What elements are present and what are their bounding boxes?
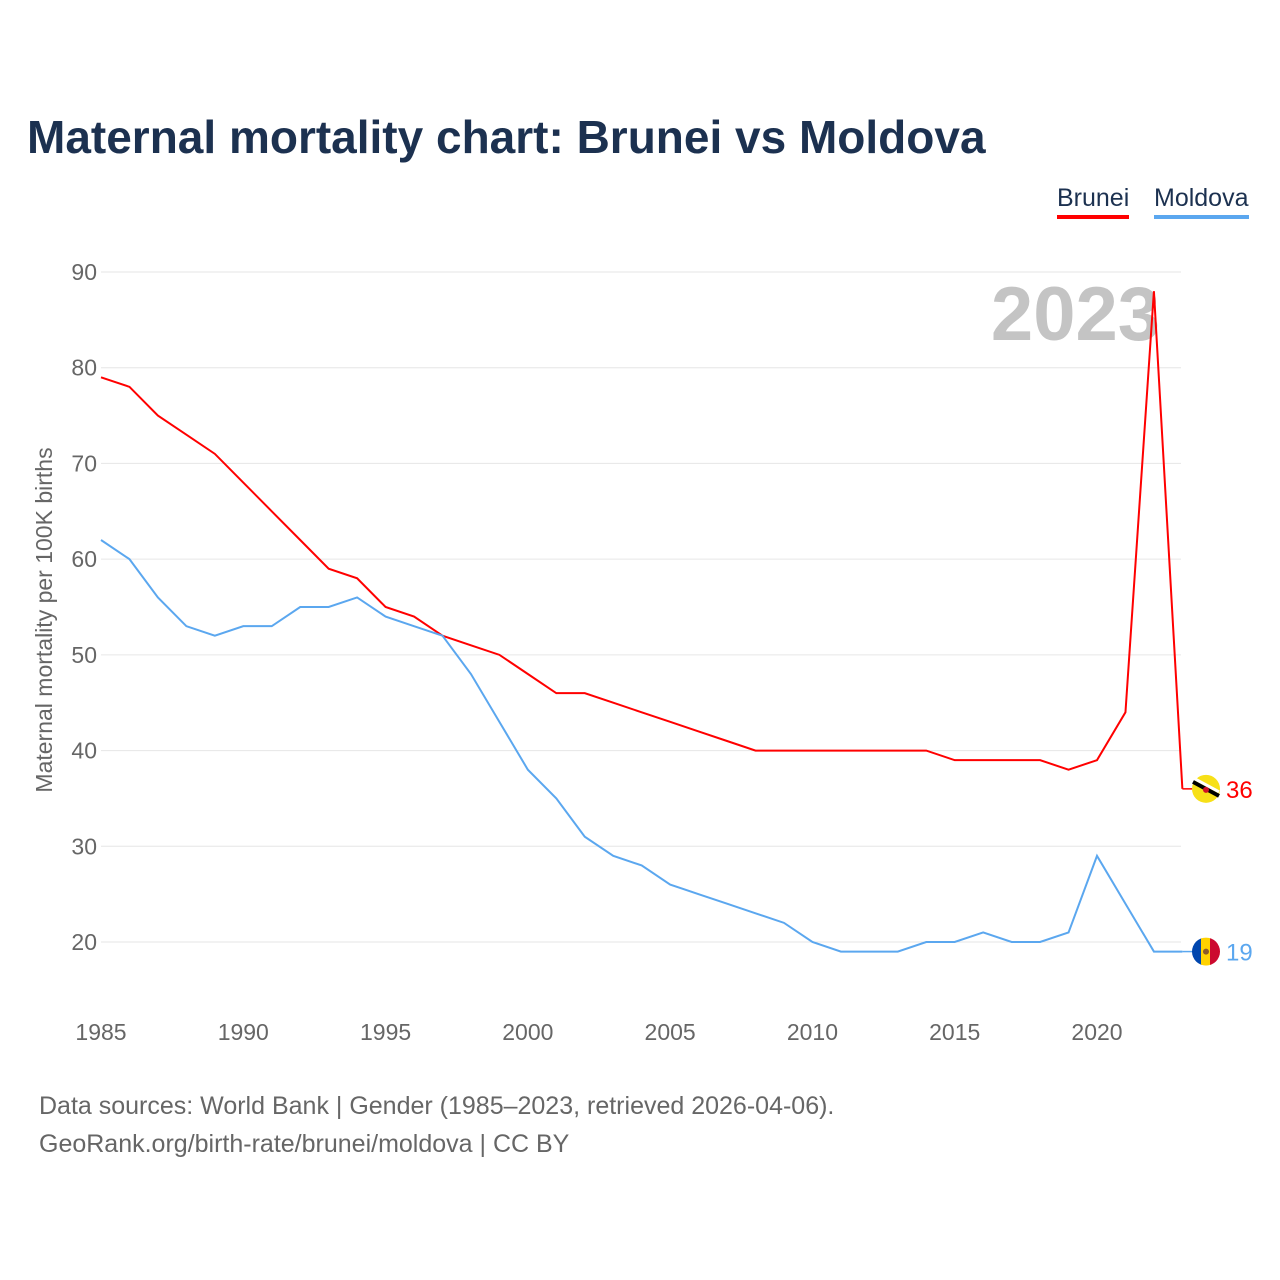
x-tick-label: 2010 xyxy=(787,1019,838,1045)
y-tick-label: 20 xyxy=(71,929,97,955)
y-tick-label: 80 xyxy=(71,355,97,381)
y-axis-label: Maternal mortality per 100K births xyxy=(31,447,57,792)
x-tick-label: 1985 xyxy=(75,1019,126,1045)
y-tick-label: 40 xyxy=(71,738,97,764)
source-note: Data sources: World Bank | Gender (1985–… xyxy=(39,1092,835,1120)
y-tick-label: 90 xyxy=(71,259,97,285)
x-tick-label: 1995 xyxy=(360,1019,411,1045)
series-line-brunei xyxy=(100,291,1184,789)
end-value-label: 19 xyxy=(1226,940,1253,967)
y-tick-label: 70 xyxy=(71,450,97,476)
x-tick-label: 1990 xyxy=(218,1019,269,1045)
y-tick-label: 60 xyxy=(71,546,97,572)
chart-title: Maternal mortality chart: Brunei vs Mold… xyxy=(27,111,986,163)
footer: Data sources: World Bank | Gender (1985–… xyxy=(39,1087,834,1163)
end-value-label: 36 xyxy=(1226,777,1253,804)
brunei-flag-icon xyxy=(1192,774,1220,803)
legend-moldova[interactable]: Moldova xyxy=(1154,184,1249,219)
y-tick-label: 30 xyxy=(71,833,97,859)
source-link[interactable]: GeoRank.org/birth-rate/brunei/moldova | … xyxy=(39,1130,570,1158)
moldova-flag-icon xyxy=(1192,937,1220,966)
x-tick-label: 2005 xyxy=(645,1019,696,1045)
year-watermark: 2023 xyxy=(991,272,1160,357)
x-tick-label: 2015 xyxy=(929,1019,980,1045)
y-tick-label: 50 xyxy=(71,642,97,668)
x-tick-label: 2000 xyxy=(502,1019,553,1045)
legend-brunei[interactable]: Brunei xyxy=(1057,184,1130,219)
x-tick-label: 2020 xyxy=(1071,1019,1122,1045)
series-line-moldova xyxy=(100,539,1183,953)
